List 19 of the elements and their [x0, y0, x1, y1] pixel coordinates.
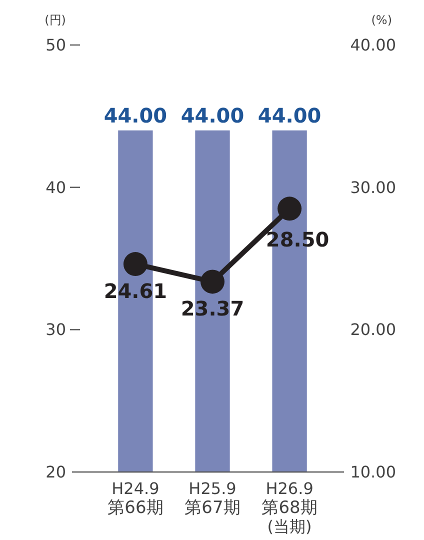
y2-axis-title: (%) [371, 13, 392, 27]
y-tick-label: 20 [46, 462, 66, 482]
point [278, 196, 302, 221]
y-axis-title: (円) [44, 13, 66, 27]
y2-tick-label: 20.00 [350, 320, 396, 340]
x-tick-label: H24.9 第66期 [108, 479, 164, 518]
data-label: 44.00 [104, 103, 168, 128]
y-tick-label: 40 [46, 178, 66, 197]
y-tick-label: 30 [46, 320, 66, 340]
data-label: 44.00 [180, 103, 244, 128]
data-label: 44.00 [258, 103, 322, 128]
x-tick-label: H26.9 第68期 (当期) [262, 479, 318, 536]
point [200, 270, 224, 294]
y2-tick-label: 10.00 [350, 462, 396, 482]
x-tick-label: H25.9 第67期 [184, 479, 240, 518]
y2-tick-label: 40.00 [350, 36, 396, 54]
y2-tick-label: 30.00 [350, 178, 396, 197]
y-tick-label: 50 [46, 36, 66, 54]
point [123, 252, 148, 276]
